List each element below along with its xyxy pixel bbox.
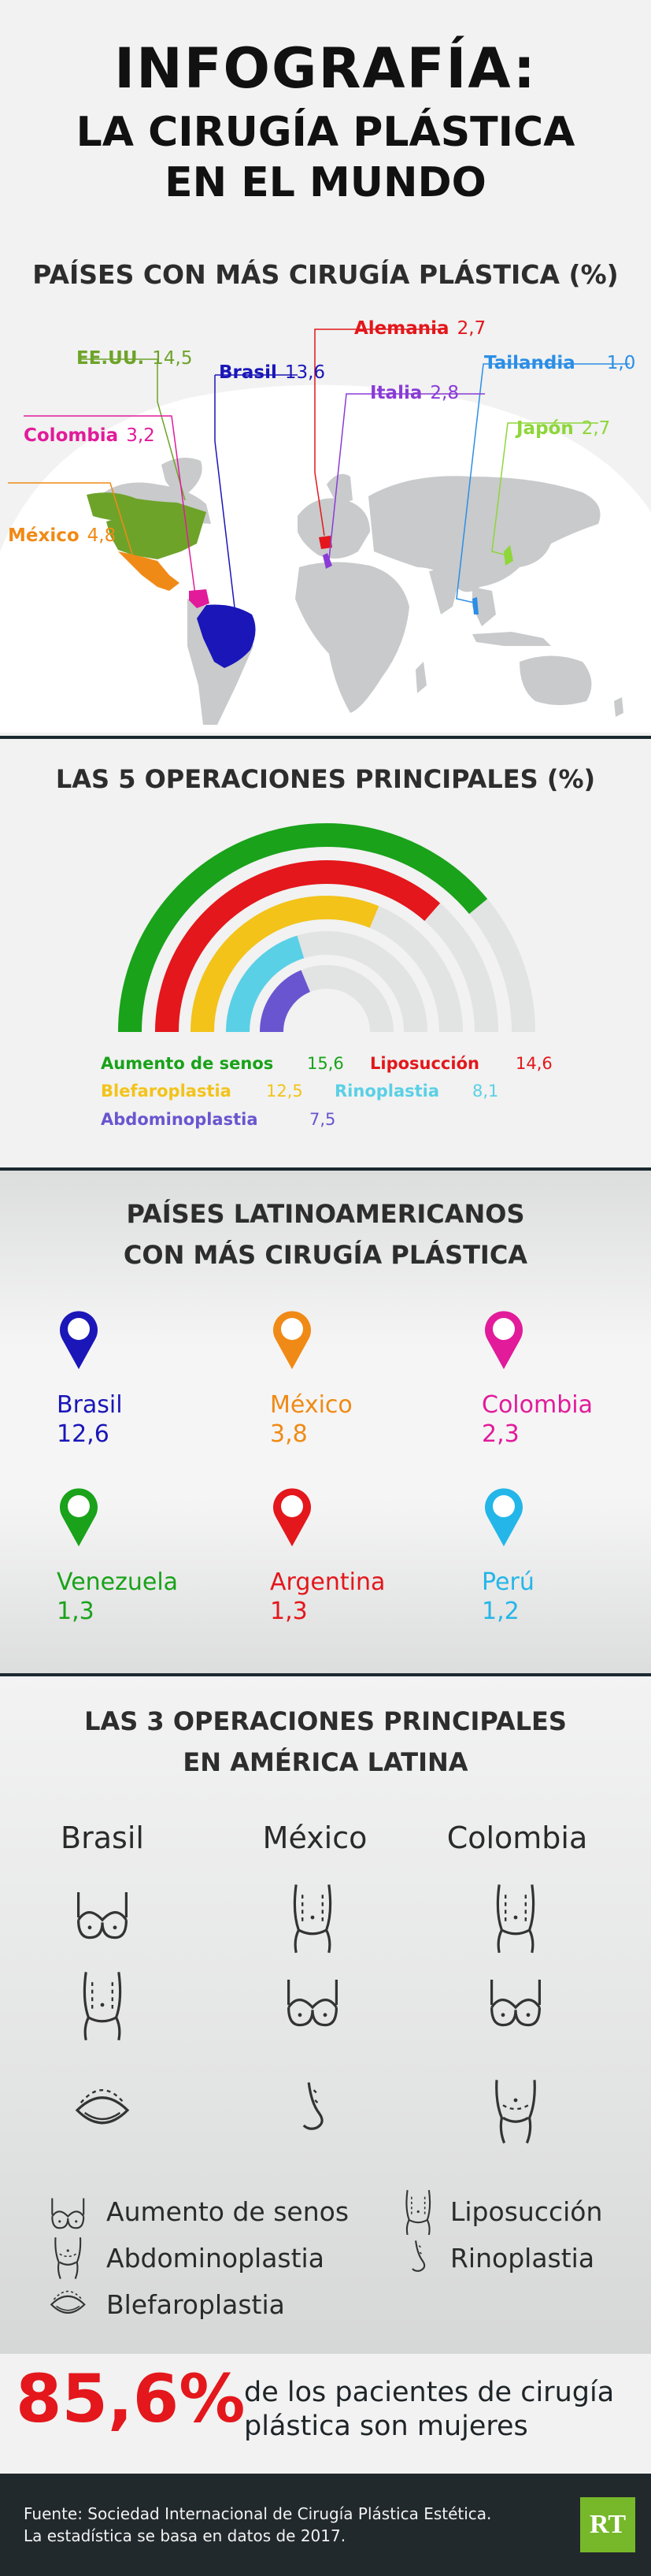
- legend-lipo-text: Liposucción: [450, 2196, 603, 2227]
- pin-country-value: 3,8: [270, 1420, 308, 1448]
- legend-abdomino: Abdominoplastia 7,5: [101, 1110, 336, 1129]
- label-colombia: Colombia 3,2: [24, 425, 155, 446]
- tummy-icon: [54, 2237, 82, 2280]
- lipo-icon: [293, 1884, 332, 1954]
- continents-shape: [94, 458, 623, 725]
- location-pin-icon: [485, 1311, 523, 1369]
- lipo-icon: [405, 2190, 431, 2236]
- nose-icon: [302, 2082, 324, 2130]
- nose-icon: [412, 2240, 426, 2272]
- japan-shape: [504, 545, 513, 566]
- section-divider: [0, 1167, 651, 1171]
- pin-country-name: Perú: [482, 1568, 534, 1596]
- col-colombia: Colombia: [446, 1821, 588, 1855]
- bra-icon: [77, 1892, 128, 1939]
- germany-shape: [319, 536, 332, 549]
- latam-ops-heading-line1: LAS 3 OPERACIONES PRINCIPALES: [84, 1706, 567, 1736]
- pin-country-value: 1,2: [482, 1598, 520, 1625]
- footer-note: La estadística se basa en datos de 2017.: [24, 2526, 346, 2545]
- label-eeuu: EE.UU. 14,5: [76, 348, 193, 369]
- lipo-icon: [496, 1884, 535, 1954]
- pin-country-value: 1,3: [270, 1598, 308, 1625]
- pin-country-value: 1,3: [57, 1598, 94, 1625]
- world-map: [0, 328, 651, 733]
- page-subtitle-line1: LA CIRUGÍA PLÁSTICA: [76, 109, 575, 156]
- label-tailandia: Tailandia 1,0: [484, 353, 636, 373]
- world-heading: PAÍSES CON MÁS CIRUGÍA PLÁSTICA (%): [32, 259, 619, 290]
- label-alemania: Alemania 2,7: [354, 318, 486, 339]
- arc-4: [260, 970, 311, 1033]
- latam-heading-line1: PAÍSES LATINOAMERICANOS: [126, 1199, 525, 1229]
- page-title: INFOGRAFÍA:: [114, 36, 537, 101]
- women-stat-value: 85,6%: [16, 2360, 246, 2437]
- pin-country-name: Colombia: [482, 1391, 593, 1419]
- pin-country-value: 12,6: [57, 1420, 109, 1448]
- rt-logo: RT: [580, 2497, 635, 2552]
- eye-icon: [50, 2290, 86, 2314]
- thailand-shape: [472, 597, 479, 614]
- bra-icon: [490, 1980, 541, 2027]
- col-brasil: Brasil: [61, 1821, 144, 1855]
- latam-ops-heading-line2: EN AMÉRICA LATINA: [183, 1747, 468, 1777]
- colombia-shape: [189, 589, 209, 608]
- footer-source: Fuente: Sociedad Internacional de Cirugí…: [24, 2504, 492, 2523]
- latam-heading-line2: CON MÁS CIRUGÍA PLÁSTICA: [123, 1240, 528, 1270]
- pin-country-value: 2,3: [482, 1420, 520, 1448]
- legend-aumento: Aumento de senos 15,6: [101, 1054, 344, 1073]
- arc-2: [190, 895, 379, 1033]
- brazil-shape: [197, 604, 256, 668]
- section-divider: [0, 1673, 651, 1676]
- italy-shape: [323, 553, 332, 569]
- arc-1: [155, 860, 441, 1033]
- section-divider: [0, 736, 651, 739]
- legend-blefaro-text: Blefaroplastia: [106, 2289, 285, 2320]
- label-japon: Japón 2,7: [516, 418, 611, 439]
- lipo-icon: [83, 1972, 122, 2041]
- tummy-icon: [495, 2080, 536, 2144]
- legend-blefaro: Blefaroplastia 12,5: [101, 1082, 303, 1101]
- legend-abdomino-text: Abdominoplastia: [106, 2243, 324, 2273]
- bra-icon: [287, 1980, 338, 2027]
- top5-heading: LAS 5 OPERACIONES PRINCIPALES (%): [55, 764, 596, 794]
- legend-aumento-text: Aumento de senos: [106, 2196, 350, 2227]
- pin-country-name: Venezuela: [57, 1568, 179, 1596]
- location-pin-icon: [60, 1488, 98, 1546]
- legend-rino: Rinoplastia 8,1: [335, 1082, 499, 1101]
- latam-section: [0, 1171, 651, 1675]
- bra-icon: [51, 2198, 85, 2229]
- location-pin-icon: [273, 1311, 311, 1369]
- label-italia: Italia 2,8: [370, 383, 459, 403]
- arc-3: [226, 935, 305, 1033]
- arc-0: [118, 822, 488, 1033]
- page-subtitle-line2: EN EL MUNDO: [165, 159, 486, 206]
- legend-rino-text: Rinoplastia: [450, 2243, 595, 2273]
- legend-lipo: Liposucción 14,6: [370, 1054, 553, 1073]
- label-mexico: México 4,8: [8, 525, 117, 546]
- women-stat-text: de los pacientes de cirugía plástica son…: [244, 2377, 615, 2442]
- pin-country-name: México: [270, 1391, 353, 1419]
- pin-country-name: Brasil: [57, 1391, 123, 1419]
- pin-country-name: Argentina: [270, 1568, 386, 1596]
- col-mexico: México: [262, 1821, 368, 1855]
- mexico-shape: [118, 551, 179, 591]
- location-pin-icon: [60, 1311, 98, 1369]
- top5-arc-chart: [118, 822, 535, 1033]
- eye-icon: [75, 2089, 130, 2125]
- label-brasil: Brasil 13,6: [219, 362, 326, 383]
- location-pin-icon: [273, 1488, 311, 1546]
- location-pin-icon: [485, 1488, 523, 1546]
- footer: Fuente: Sociedad Internacional de Cirugí…: [0, 2474, 651, 2576]
